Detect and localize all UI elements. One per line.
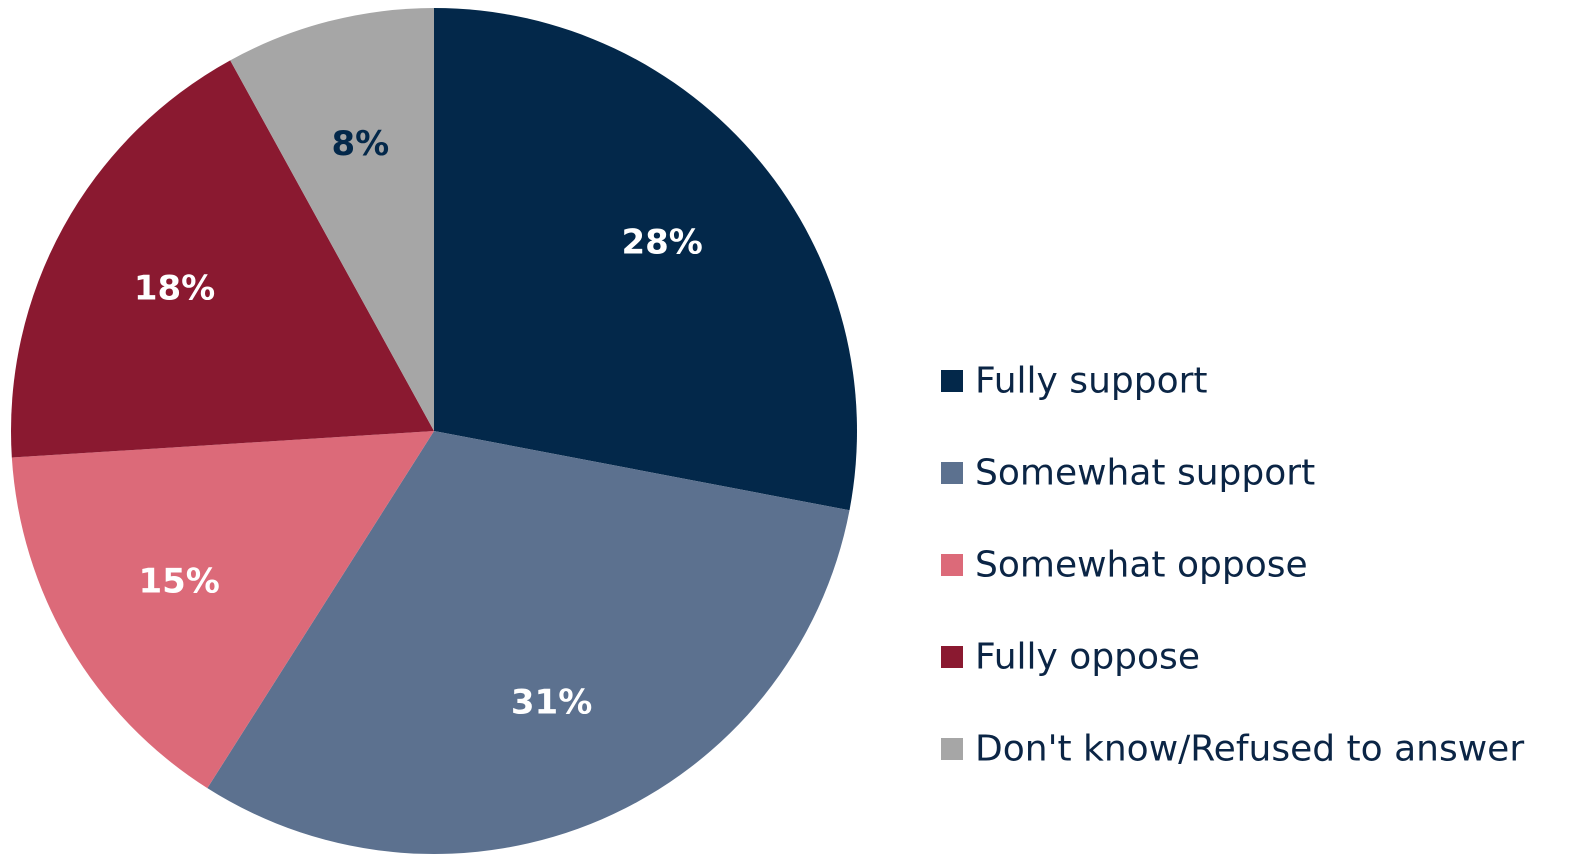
legend-label: Somewhat support [975,453,1315,494]
data-label-fully-oppose: 18% [134,268,215,308]
legend-label: Fully support [975,361,1208,402]
legend-item-don-t-know-refused-to-answer: Don't know/Refused to answer [941,729,1524,770]
legend-item-fully-support: Fully support [941,361,1208,402]
pie-slices [10,8,857,854]
pie-slice-somewhat-support [207,431,850,854]
pie-slice-fully-oppose [10,60,434,458]
legend-swatch [941,554,963,576]
legend-swatch [941,646,963,668]
legend-label: Somewhat oppose [975,545,1308,586]
data-label-somewhat-support: 31% [511,683,592,723]
legend-item-fully-oppose: Fully oppose [941,637,1200,678]
legend-swatch [941,370,963,392]
data-label-fully-support: 28% [621,222,702,262]
pie-slice-fully-support [434,8,857,511]
legend-swatch [941,738,963,760]
data-label-don-t-know-refused-to-answer: 8% [331,124,389,164]
data-label-somewhat-oppose: 15% [138,562,219,602]
legend-label: Don't know/Refused to answer [975,729,1524,770]
legend-item-somewhat-oppose: Somewhat oppose [941,545,1308,586]
pie-slice-don-t-know-refused-to-answer [230,8,434,431]
legend-item-somewhat-support: Somewhat support [941,453,1315,494]
legend: Fully support Somewhat support Somewhat op… [941,361,1524,770]
pie-slice-somewhat-oppose [11,431,435,789]
legend-swatch [941,462,963,484]
legend-label: Fully oppose [975,637,1200,678]
pie-data-labels: 28% 31% 15% 18% 8% [134,124,703,723]
